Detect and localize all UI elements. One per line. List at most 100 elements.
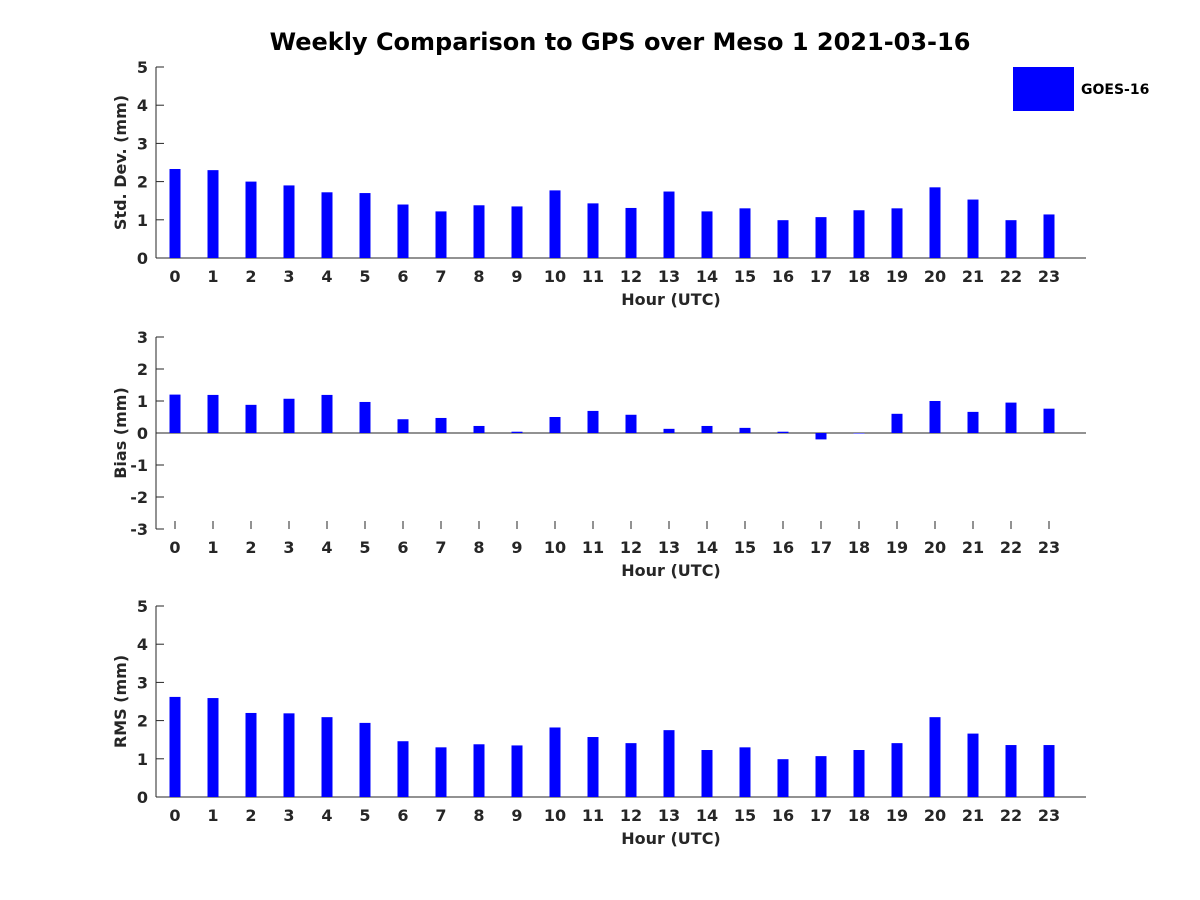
rms-x-tick-label: 12: [620, 806, 642, 825]
std-dev-x-tick-label: 15: [734, 267, 756, 286]
rms-y-tick-label: 0: [137, 788, 148, 807]
std-dev-x-tick-label: 18: [848, 267, 870, 286]
bias-x-tick-label: 5: [359, 538, 370, 557]
std-dev-bar-hour-9: [511, 206, 523, 258]
std-dev-bar-hour-17: [815, 217, 827, 258]
std-dev-x-tick-label: 8: [473, 267, 484, 286]
bias-bar-hour-0: [169, 394, 181, 433]
std-dev-bar-hour-7: [435, 211, 447, 258]
bias-bar-hour-7: [435, 417, 447, 433]
std-dev-bar-hour-2: [245, 181, 257, 258]
std-dev-bar-hour-13: [663, 191, 675, 258]
bias-bar-hour-17: [815, 433, 827, 440]
bias-x-tick-label: 13: [658, 538, 680, 557]
bias-x-tick-label: 19: [886, 538, 908, 557]
std-dev-bar-hour-11: [587, 203, 599, 258]
std-dev-y-tick-label: 3: [137, 134, 148, 153]
rms-bar-hour-16: [777, 759, 789, 797]
rms-bar-hour-18: [853, 750, 865, 797]
rms-x-tick-label: 11: [582, 806, 604, 825]
rms-x-tick-label: 0: [169, 806, 180, 825]
bias-x-tick-label: 18: [848, 538, 870, 557]
std-dev-bar-hour-8: [473, 205, 485, 258]
std-dev-x-tick-label: 20: [924, 267, 946, 286]
rms-bar-hour-2: [245, 712, 257, 797]
bias-x-tick-label: 15: [734, 538, 756, 557]
bias-y-tick-label: 2: [137, 360, 148, 379]
bias-bar-hour-21: [967, 411, 979, 433]
std-dev-x-tick-label: 13: [658, 267, 680, 286]
rms-x-tick-label: 22: [1000, 806, 1022, 825]
rms-x-axis-label: Hour (UTC): [621, 829, 721, 848]
std-dev-x-tick-label: 12: [620, 267, 642, 286]
std-dev-bar-hour-20: [929, 187, 941, 258]
std-dev-bar-hour-1: [207, 170, 219, 258]
std-dev-x-tick-label: 21: [962, 267, 984, 286]
bias-bar-hour-6: [397, 419, 409, 433]
std-dev-bar-hour-5: [359, 193, 371, 258]
std-dev-bar-hour-15: [739, 208, 751, 258]
bias-x-tick-label: 9: [511, 538, 522, 557]
std-dev-x-tick-label: 7: [435, 267, 446, 286]
bias-x-tick-label: 11: [582, 538, 604, 557]
bias-bar-hour-8: [473, 425, 485, 433]
rms-x-tick-label: 1: [207, 806, 218, 825]
rms-bar-hour-23: [1043, 745, 1055, 797]
rms-bar-hour-5: [359, 722, 371, 797]
bias-x-tick-label: 3: [283, 538, 294, 557]
rms-bar-hour-11: [587, 737, 599, 797]
std-dev-x-tick-label: 0: [169, 267, 180, 286]
bias-x-tick-label: 6: [397, 538, 408, 557]
bias-bar-hour-1: [207, 394, 219, 433]
std-dev-bar-hour-14: [701, 211, 713, 258]
std-dev-x-tick-label: 16: [772, 267, 794, 286]
legend-label-goes-16: GOES-16: [1081, 82, 1149, 98]
std-dev-y-tick-label: 5: [137, 58, 148, 77]
bias-bar-hour-2: [245, 404, 257, 433]
rms-y-tick-label: 5: [137, 597, 148, 616]
rms-bar-hour-0: [169, 696, 181, 797]
bias-bar-hour-4: [321, 394, 333, 433]
std-dev-y-tick-label: 1: [137, 211, 148, 230]
bias-bar-hour-11: [587, 410, 599, 433]
rms-y-tick-label: 1: [137, 750, 148, 769]
bias-bar-hour-12: [625, 414, 637, 433]
rms-bar-hour-12: [625, 743, 637, 797]
bias-bar-hour-14: [701, 425, 713, 433]
std-dev-x-tick-label: 14: [696, 267, 718, 286]
rms-x-tick-label: 15: [734, 806, 756, 825]
std-dev-x-tick-label: 1: [207, 267, 218, 286]
bias-x-tick-label: 0: [169, 538, 180, 557]
std-dev-x-tick-label: 4: [321, 267, 332, 286]
bias-x-tick-label: 1: [207, 538, 218, 557]
legend-swatch-goes-16: [1013, 67, 1074, 111]
rms-y-tick-label: 2: [137, 712, 148, 731]
rms-bar-hour-6: [397, 741, 409, 797]
rms-x-tick-label: 10: [544, 806, 566, 825]
bias-x-tick-label: 10: [544, 538, 566, 557]
bias-x-tick-label: 17: [810, 538, 832, 557]
bias-x-tick-label: 12: [620, 538, 642, 557]
rms-x-tick-label: 4: [321, 806, 332, 825]
std-dev-x-axis-label: Hour (UTC): [621, 290, 721, 309]
rms-bar-hour-9: [511, 745, 523, 797]
bias-x-tick-label: 21: [962, 538, 984, 557]
bias-bar-hour-22: [1005, 402, 1017, 433]
rms-x-tick-label: 6: [397, 806, 408, 825]
rms-bar-hour-4: [321, 717, 333, 797]
std-dev-bar-hour-4: [321, 192, 333, 258]
bias-bar-hour-18: [853, 433, 865, 434]
std-dev-x-tick-label: 22: [1000, 267, 1022, 286]
rms-x-tick-label: 3: [283, 806, 294, 825]
std-dev-bar-hour-12: [625, 207, 637, 258]
std-dev-bar-hour-10: [549, 190, 561, 258]
std-dev-bar-hour-21: [967, 199, 979, 258]
rms-x-tick-label: 21: [962, 806, 984, 825]
rms-x-tick-label: 9: [511, 806, 522, 825]
bias-x-tick-label: 14: [696, 538, 718, 557]
bias-bar-hour-3: [283, 398, 295, 433]
std-dev-bar-hour-22: [1005, 220, 1017, 258]
